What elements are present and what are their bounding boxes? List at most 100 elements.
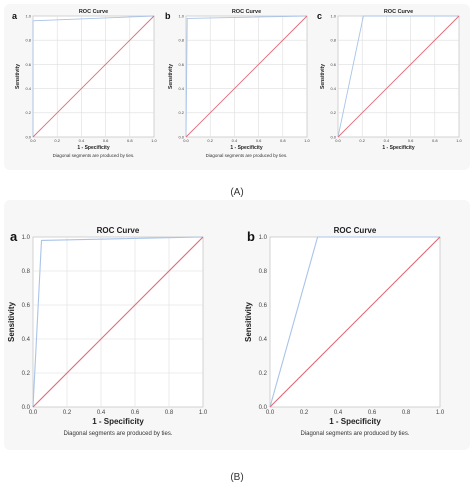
- x-tick-label: 0.4: [384, 138, 390, 143]
- y-tick-label: 0.8: [178, 38, 184, 43]
- y-tick-label: 0.8: [330, 38, 336, 43]
- reference-diagonal-line: [32, 236, 204, 408]
- y-tick-label: 1.0: [259, 235, 268, 241]
- x-tick-label: 0.0: [30, 138, 36, 143]
- y-tick-label: 0.0: [25, 134, 31, 139]
- y-tick-label: 0.2: [259, 371, 268, 377]
- y-tick-label: 0.6: [22, 303, 31, 309]
- y-axis-label: Sensitivity: [320, 64, 326, 89]
- x-tick-label: 0.4: [97, 410, 106, 416]
- y-tick-label: 0.6: [330, 62, 336, 67]
- x-tick-label: 0.8: [165, 410, 174, 416]
- x-axis-label: 1 - Specificity: [382, 145, 414, 151]
- x-tick-label: 0.2: [359, 138, 365, 143]
- y-tick-label: 0.0: [22, 405, 31, 411]
- x-tick-label: 0.6: [103, 138, 109, 143]
- y-tick-label: 0.8: [22, 269, 31, 275]
- y-tick-label: 1.0: [25, 13, 31, 18]
- y-tick-label: 0.2: [25, 110, 31, 115]
- x-tick-label: 0.0: [266, 410, 275, 416]
- x-tick-label: 0.0: [183, 138, 189, 143]
- y-tick-label: 0.4: [330, 86, 336, 91]
- roc-curve-line: [337, 15, 459, 138]
- roc-curve-line: [269, 236, 440, 408]
- y-tick-label: 0.2: [22, 371, 31, 377]
- caption-a: (A): [230, 187, 244, 198]
- x-tick-label: 1.0: [151, 138, 157, 143]
- y-tick-label: 1.0: [178, 13, 184, 18]
- x-tick-label: 0.8: [432, 138, 438, 143]
- y-tick-label: 0.8: [25, 38, 31, 43]
- y-tick-label: 0.6: [25, 62, 31, 67]
- y-tick-label: 0.4: [259, 337, 268, 343]
- panel-letter: b: [247, 229, 255, 244]
- footnote: Diagonal segments are produced by ties.: [63, 431, 172, 437]
- x-tick-label: 0.8: [280, 138, 286, 143]
- y-tick-label: 0.4: [22, 337, 31, 343]
- x-tick-label: 0.6: [368, 410, 377, 416]
- x-axis-label: 1 - Specificity: [329, 417, 381, 426]
- x-tick-label: 0.6: [256, 138, 262, 143]
- y-tick-label: 0.6: [259, 303, 268, 309]
- caption-b: (B): [230, 472, 244, 483]
- reference-diagonal-line: [269, 236, 441, 408]
- chart-a-b: 0.00.0 0.2 0.2 0.4 0.4 0.6 0.6 0.8 0.8 1.0 1.0 ROC …: [165, 9, 311, 158]
- panel-letter: b: [165, 11, 171, 21]
- y-tick-label: 0.0: [259, 405, 268, 411]
- reference-diagonal-line: [337, 15, 460, 138]
- y-tick-label: 0.4: [178, 86, 184, 91]
- y-tick-label: 1.0: [22, 235, 31, 241]
- x-axis-label: 1 - Specificity: [92, 417, 144, 426]
- roc-curve-line: [185, 15, 308, 138]
- x-tick-label: 0.2: [54, 138, 60, 143]
- y-axis-label: Sensitivity: [244, 301, 253, 342]
- y-tick-label: 0.2: [330, 110, 336, 115]
- x-tick-label: 1.0: [199, 410, 208, 416]
- x-tick-label: 0.4: [79, 138, 85, 143]
- chart-b-b: 0.00.0 0.2 0.2 0.4 0.4 0.6 0.6 0.8 0.8 1.0 1.0 ROC …: [244, 226, 445, 437]
- chart-a-c: 0.00.0 0.2 0.2 0.4 0.4 0.6 0.6 0.8 0.8 1.0 1.0 ROC …: [317, 9, 463, 151]
- reference-diagonal-line: [185, 15, 308, 138]
- x-tick-label: 0.8: [127, 138, 133, 143]
- y-axis-label: Sensitivity: [7, 301, 16, 342]
- y-axis-label: Sensitivity: [168, 64, 174, 89]
- x-tick-label: 0.0: [29, 410, 38, 416]
- x-axis-label: 1 - Specificity: [230, 145, 262, 151]
- x-tick-label: 0.8: [402, 410, 411, 416]
- chart-title: ROC Curve: [232, 9, 261, 15]
- x-tick-label: 1.0: [456, 138, 462, 143]
- y-tick-label: 0.4: [25, 86, 31, 91]
- y-tick-label: 0.0: [178, 134, 184, 139]
- footnote: Diagonal segments are produced by ties.: [206, 153, 288, 158]
- panel-letter: a: [10, 229, 18, 244]
- chart-title: ROC Curve: [384, 9, 413, 15]
- x-tick-label: 0.4: [334, 410, 343, 416]
- x-tick-label: 1.0: [436, 410, 445, 416]
- y-tick-label: 0.2: [178, 110, 184, 115]
- panel-letter: a: [12, 11, 18, 21]
- footnote: Diagonal segments are produced by ties.: [53, 153, 135, 158]
- footnote: Diagonal segments are produced by ties.: [300, 431, 409, 437]
- chart-title: ROC Curve: [334, 226, 377, 235]
- x-axis-label: 1 - Specificity: [77, 145, 109, 151]
- x-tick-label: 0.6: [408, 138, 414, 143]
- y-tick-label: 0.6: [178, 62, 184, 67]
- x-tick-label: 0.2: [300, 410, 309, 416]
- chart-b-a: 0.00.0 0.2 0.2 0.4 0.4 0.6 0.6 0.8 0.8 1.0 1.0 ROC …: [7, 226, 208, 437]
- y-axis-label: Sensitivity: [15, 64, 21, 89]
- x-tick-label: 1.0: [304, 138, 310, 143]
- y-tick-label: 0.8: [259, 269, 268, 275]
- roc-curve-line: [32, 15, 155, 137]
- reference-diagonal-line: [32, 15, 155, 138]
- x-tick-label: 0.2: [207, 138, 213, 143]
- x-tick-label: 0.0: [335, 138, 341, 143]
- x-tick-label: 0.4: [232, 138, 238, 143]
- x-tick-label: 0.2: [63, 410, 72, 416]
- chart-a-a: 0.00.0 0.2 0.2 0.4 0.4 0.6 0.6 0.8 0.8 1.0 1.0 ROC …: [12, 9, 158, 158]
- x-tick-label: 0.6: [131, 410, 140, 416]
- chart-title: ROC Curve: [79, 9, 108, 15]
- panel-letter: c: [317, 11, 322, 21]
- y-tick-label: 0.0: [330, 134, 336, 139]
- roc-curve-line: [32, 236, 204, 408]
